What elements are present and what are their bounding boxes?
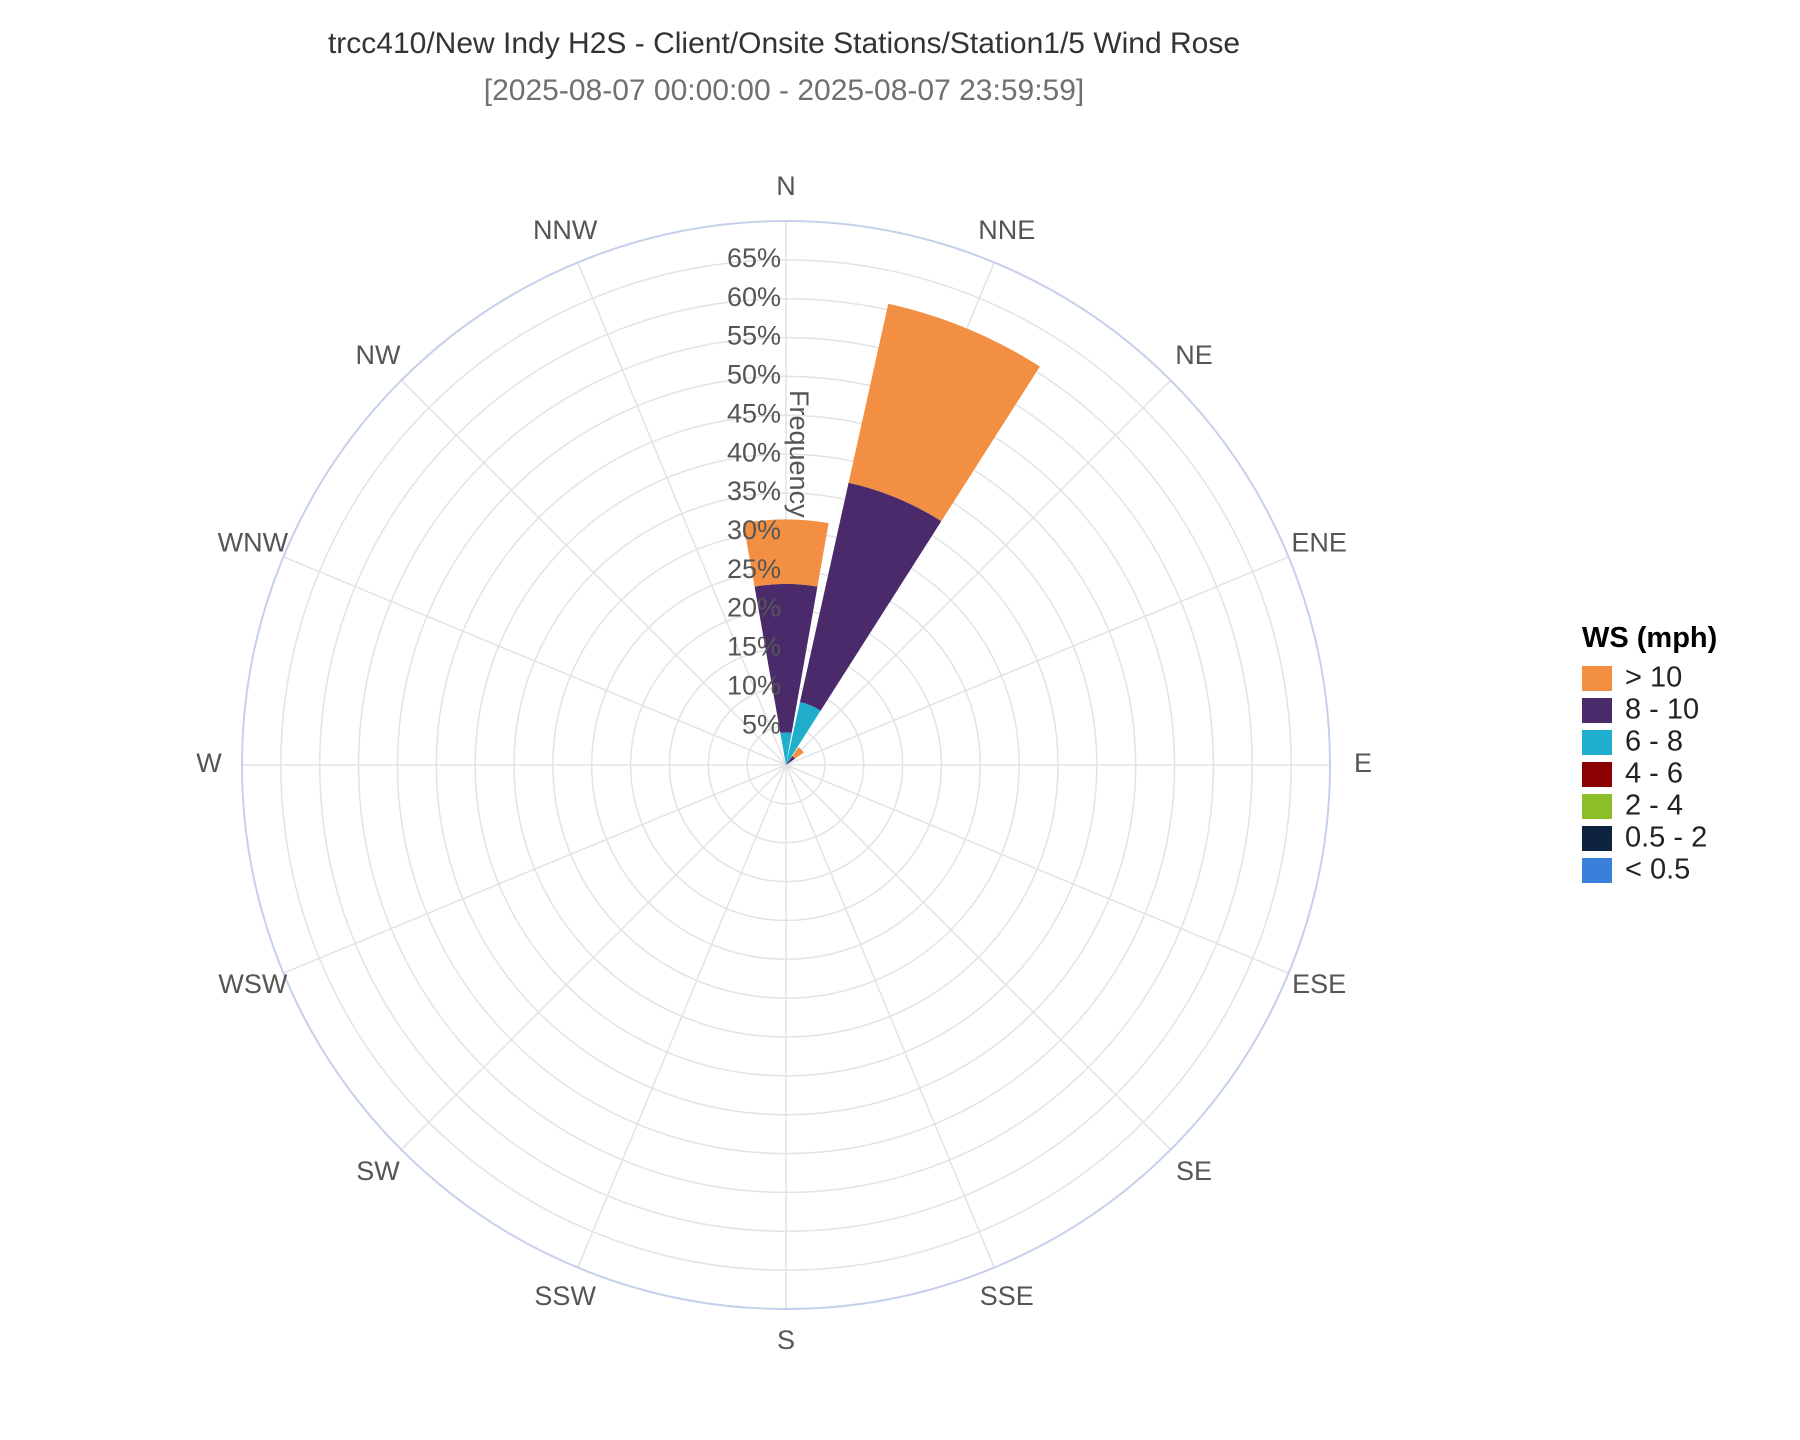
- grid-spoke: [785, 379, 1172, 766]
- legend-title: WS (mph): [1582, 622, 1717, 654]
- bar-nne-10: [848, 303, 1040, 522]
- legend-label: 8 - 10: [1625, 694, 1699, 726]
- legend-label: 0.5 - 2: [1625, 822, 1707, 854]
- legend-label: > 10: [1625, 662, 1682, 694]
- bar-ne-8-10: [786, 756, 795, 765]
- radial-tick-label: 55%: [727, 321, 781, 351]
- radial-axis-title: Frequency: [784, 390, 814, 518]
- wind-rose-bars: [743, 303, 1040, 765]
- radial-tick-label: 50%: [727, 360, 781, 390]
- direction-label-sse: SSE: [980, 1281, 1034, 1311]
- direction-label-nne: NNE: [978, 215, 1035, 245]
- radial-tick-label: 25%: [727, 554, 781, 584]
- direction-label-n: N: [776, 171, 796, 201]
- direction-label-sw: SW: [356, 1156, 400, 1186]
- direction-label-ene: ENE: [1291, 527, 1347, 557]
- legend-swatch: [1582, 762, 1612, 787]
- direction-label-ssw: SSW: [534, 1281, 596, 1311]
- direction-label-nnw: NNW: [533, 215, 598, 245]
- legend-swatch: [1582, 666, 1612, 691]
- polar-grid: [241, 220, 1331, 1310]
- legend-label: 6 - 8: [1625, 726, 1683, 758]
- radial-tick-label: 20%: [727, 593, 781, 623]
- direction-label-ese: ESE: [1292, 969, 1346, 999]
- grid-spoke: [785, 556, 1289, 766]
- legend-label: < 0.5: [1625, 854, 1690, 886]
- outer-ring: [241, 220, 1331, 1310]
- direction-label-nw: NW: [356, 340, 401, 370]
- grid-spoke: [577, 262, 787, 766]
- bar-nne-8-10: [799, 482, 942, 711]
- radial-tick-label: 15%: [727, 632, 781, 662]
- radial-tick-label: 5%: [742, 709, 781, 739]
- legend-label: 4 - 6: [1625, 758, 1683, 790]
- grid-spoke: [283, 764, 787, 974]
- bar-n-6-8: [780, 732, 792, 765]
- legend-label: 2 - 4: [1625, 790, 1683, 822]
- direction-label-s: S: [777, 1325, 795, 1355]
- legend-swatch: [1582, 858, 1612, 883]
- chart-title: trcc410/New Indy H2S - Client/Onsite Sta…: [328, 27, 1240, 60]
- radial-tick-label: 65%: [727, 243, 781, 273]
- radial-tick-label: 35%: [727, 476, 781, 506]
- grid-spoke: [400, 379, 787, 766]
- bar-ne-10: [792, 747, 804, 759]
- direction-label-w: W: [196, 748, 222, 778]
- grid-spoke: [785, 764, 1289, 974]
- radial-tick-labels: 5% 10% 15% 20% 25% 30% 35% 40% 45% 50% 55% 60% 65%: [727, 243, 781, 739]
- direction-label-e: E: [1354, 748, 1372, 778]
- legend-swatch: [1582, 730, 1612, 755]
- grid-spoke: [785, 764, 995, 1268]
- radial-tick-label: 30%: [727, 515, 781, 545]
- bar-n-10: [743, 519, 829, 587]
- legend-swatch: [1582, 826, 1612, 851]
- bar-n-8-10: [754, 583, 818, 733]
- direction-label-wnw: WNW: [218, 527, 289, 557]
- legend-swatch: [1582, 794, 1612, 819]
- direction-label-se: SE: [1176, 1156, 1212, 1186]
- legend: WS (mph) > 108 - 106 - 84 - 62 - 40.5 - …: [1582, 622, 1717, 886]
- legend-swatch: [1582, 698, 1612, 723]
- radial-tick-label: 40%: [727, 437, 781, 467]
- grid-spoke: [785, 764, 1172, 1151]
- radial-tick-label: 60%: [727, 282, 781, 312]
- direction-labels: N NNE NE ENE E ESE SE SSE S SSW SW WSW W WNW NW NNW: [196, 171, 1372, 1355]
- bar-nne-6-8: [786, 702, 821, 765]
- grid-spoke: [577, 764, 787, 1268]
- direction-label-wsw: WSW: [218, 969, 287, 999]
- direction-label-ne: NE: [1175, 340, 1213, 370]
- grid-spoke: [283, 556, 787, 766]
- radial-tick-label: 10%: [727, 670, 781, 700]
- grid-spoke: [400, 764, 787, 1151]
- chart-subtitle: [2025-08-07 00:00:00 - 2025-08-07 23:59:…: [484, 74, 1084, 107]
- radial-tick-label: 45%: [727, 398, 781, 428]
